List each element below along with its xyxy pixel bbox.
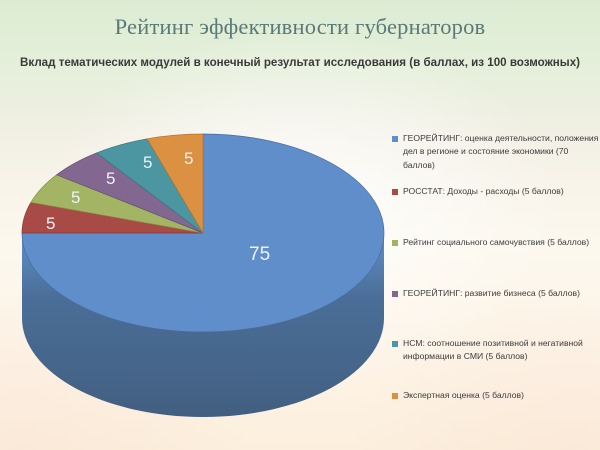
svg-text:5: 5 [143, 153, 152, 172]
svg-text:75: 75 [249, 244, 270, 265]
svg-text:5: 5 [184, 149, 193, 168]
svg-text:5: 5 [71, 188, 80, 207]
svg-text:5: 5 [46, 214, 55, 233]
svg-text:5: 5 [106, 169, 115, 188]
